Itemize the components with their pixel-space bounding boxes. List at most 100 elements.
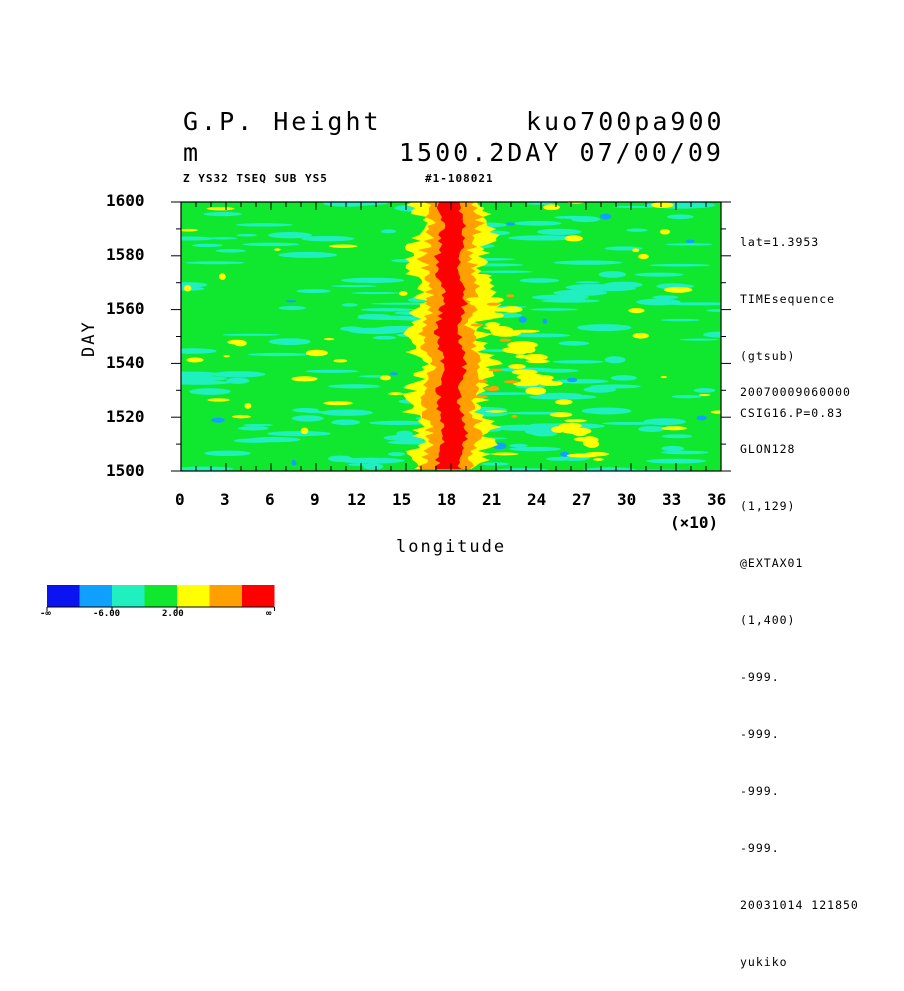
yellow-patch [663, 286, 693, 293]
cyan-patch [321, 409, 373, 416]
yellow-streak [484, 308, 517, 312]
cyan-patch [304, 369, 359, 373]
yellow-patch [207, 398, 230, 402]
cyan-patch [291, 415, 324, 422]
title-unit: m [183, 138, 202, 167]
yellow-patch [398, 291, 408, 296]
yellow-patch [291, 376, 318, 382]
orange-streak [503, 380, 519, 384]
orange-streak [486, 387, 500, 391]
cyan-patch [387, 452, 406, 457]
cyan-patch [645, 458, 707, 464]
cyan-patch [181, 466, 234, 471]
cyan-patch [248, 352, 310, 357]
yellow-streak [555, 399, 573, 405]
cyan-patch [278, 251, 338, 258]
heatmap-chart [46, 201, 731, 611]
cyan-patch [652, 295, 679, 300]
yellow-patch [659, 229, 671, 235]
cyan-patch [558, 341, 590, 346]
cyan-patch [643, 418, 686, 426]
cyan-patch [508, 235, 578, 241]
cyan-patch [341, 303, 358, 307]
yellow-patch [710, 410, 721, 414]
yellow-patch [564, 235, 583, 242]
cyan-patch [546, 457, 573, 461]
cyan-patch [296, 289, 331, 294]
yellow-streak [508, 364, 526, 370]
cyan-patch [661, 450, 709, 455]
side-info-top: lat=1.3953 TIMEsequence (gtsub) CSIG16.P… [740, 195, 843, 442]
orange-streak [473, 395, 488, 399]
yellow-streak [525, 386, 547, 395]
blue-patch [696, 415, 707, 421]
yellow-streak [550, 412, 573, 418]
cyan-patch [204, 450, 251, 457]
cyan-patch [372, 335, 397, 340]
axis-ticks [171, 201, 731, 472]
orange-streak [477, 379, 488, 383]
band-red [434, 202, 469, 469]
yellow-patch [380, 375, 392, 381]
cyan-patch [189, 388, 231, 395]
cyan-patch [569, 285, 636, 292]
colorbar [46, 585, 275, 611]
colorbar-label: -6.00 [93, 609, 121, 619]
cyan-patch [381, 229, 397, 234]
colorbar-label: -∞ [40, 609, 51, 619]
cyan-patch [191, 243, 223, 248]
yellow-streak [513, 381, 540, 387]
cyan-patch [706, 309, 721, 312]
cyan-patch [215, 249, 246, 253]
orange-streak [470, 323, 484, 327]
side-info-line: (gtsub) [740, 349, 796, 363]
yellow-streak [559, 422, 582, 429]
yellow-patch [661, 426, 687, 431]
yellow-patch [632, 248, 640, 253]
cyan-patch [575, 281, 600, 284]
yellow-streak [574, 437, 592, 442]
yellow-patch [698, 393, 711, 397]
cyan-patch [509, 446, 562, 452]
cyan-patch [497, 468, 549, 471]
cyan-patch [181, 371, 222, 377]
cyan-patch [301, 235, 355, 242]
cyan-patch [604, 356, 626, 364]
cyan-patch [524, 428, 556, 435]
cyan-patch [531, 294, 590, 301]
cyan-patch [476, 270, 533, 274]
yellow-patch [218, 273, 226, 280]
cyan-patch [481, 462, 509, 466]
cyan-patch [181, 380, 231, 385]
blue-patch [599, 213, 612, 220]
cyan-patch [363, 463, 384, 470]
cyan-patch [693, 388, 716, 393]
cyan-patch [648, 263, 711, 267]
yellow-patch [328, 244, 358, 248]
cyan-patch [519, 278, 560, 283]
cyan-patch [536, 228, 582, 235]
side-info-line: (1,400) [740, 613, 796, 627]
cyan-patch [626, 228, 648, 232]
x-tick-label: 27 [572, 490, 592, 509]
y-tick-label: 1600 [106, 191, 145, 210]
cyan-patch [509, 443, 528, 448]
yellow-streak [485, 322, 500, 327]
colorbar-swatch [79, 585, 112, 607]
yellow-streak [469, 300, 483, 306]
blue-patch [542, 318, 548, 324]
x-tick-label: 36 [707, 490, 727, 509]
yellow-streak [480, 309, 496, 317]
cyan-patch [665, 243, 713, 246]
x-tick-label: 0 [175, 490, 185, 509]
cyan-patch [553, 289, 608, 296]
x-axis-label: longitude [396, 537, 507, 557]
orange-streak [506, 294, 515, 298]
cyan-patch [636, 298, 681, 306]
cyan-patch [581, 407, 632, 415]
blue-patch [505, 222, 515, 226]
colorbar-label: ∞ [266, 609, 272, 619]
cyan-patch [340, 326, 364, 332]
cyan-patch [181, 375, 228, 382]
cyan-patch [666, 302, 721, 306]
